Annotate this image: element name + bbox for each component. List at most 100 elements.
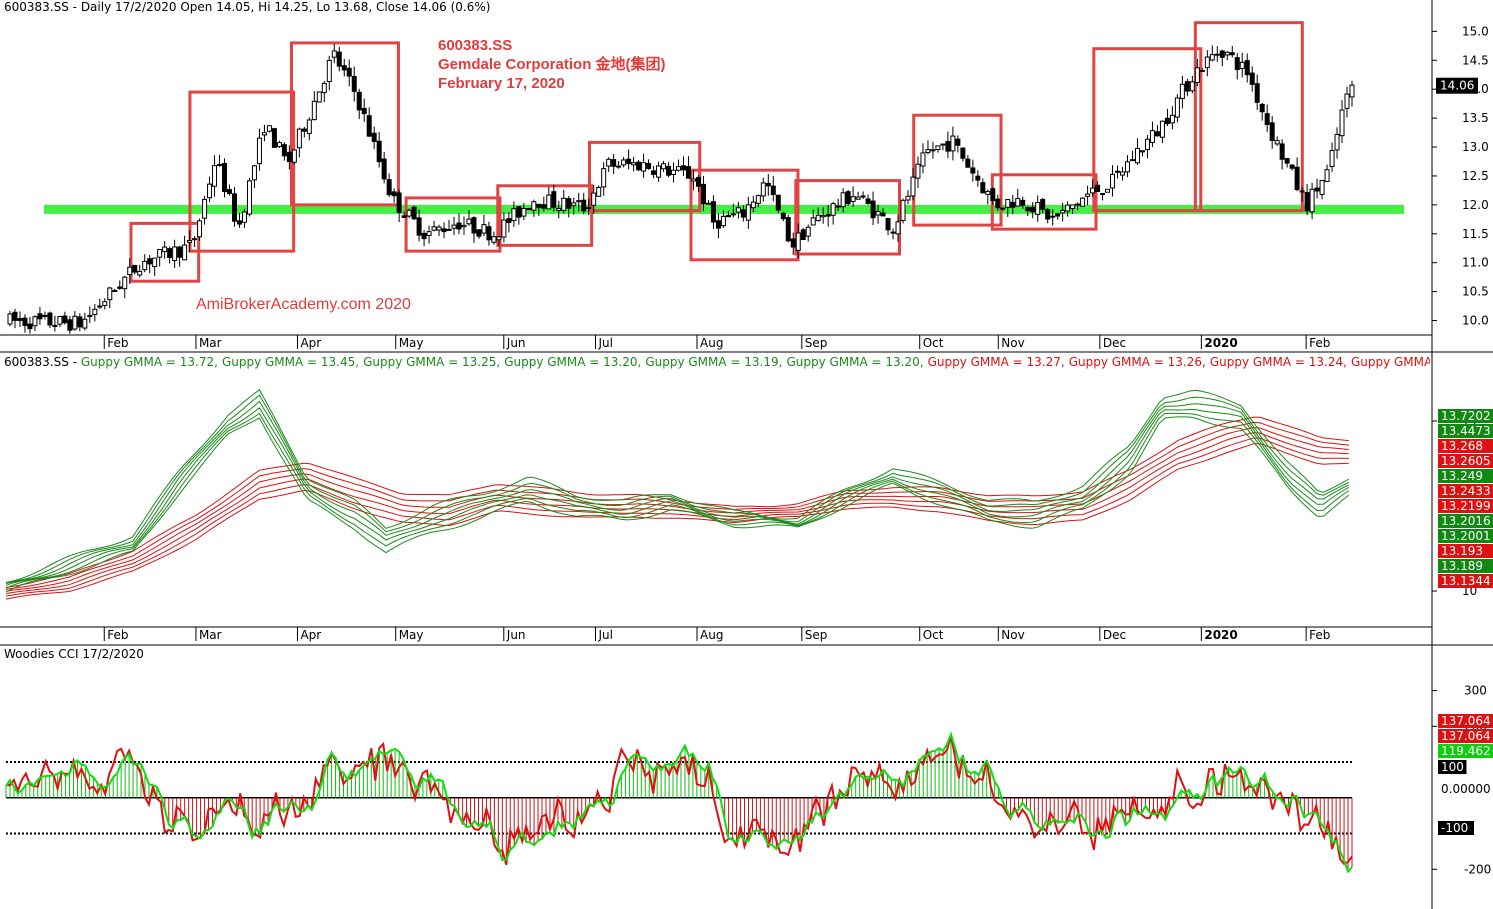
month-label: Sep [805, 336, 828, 350]
candle-body [1125, 161, 1131, 173]
candle-body [940, 143, 946, 146]
candle-body [72, 315, 78, 330]
candle-body [1139, 150, 1145, 153]
candle-body [1085, 193, 1091, 197]
candle-body [1080, 197, 1086, 207]
candle-body [511, 208, 517, 222]
candle-body [780, 212, 786, 220]
candle-body [97, 305, 103, 308]
gmma-value-label: 13.4473 [1441, 424, 1491, 438]
candle-body [1219, 50, 1225, 58]
candle-body [1269, 122, 1275, 141]
candle-body [107, 287, 113, 301]
cci-value-label: 137.064 [1441, 714, 1491, 728]
candle-body [1304, 192, 1310, 212]
candle-body [596, 186, 602, 197]
candle-body [641, 162, 647, 172]
gmma-legend-entry: Guppy GMMA = 13.25, [363, 355, 501, 369]
gmma-value-badge [1438, 469, 1493, 483]
month-label: Jun [506, 336, 526, 350]
month-label: Apr [300, 628, 321, 642]
month-label: Mar [199, 336, 222, 350]
candle-body [805, 226, 811, 237]
candle-body [37, 313, 43, 320]
candle-body [1349, 84, 1355, 98]
candle-body [611, 159, 617, 167]
candle-body [616, 165, 622, 168]
candle-body [281, 144, 287, 157]
candle-body [192, 238, 198, 241]
candle-body [785, 217, 791, 242]
candle-body [710, 201, 716, 223]
candle-body [646, 162, 652, 169]
cci-value-label: 0.00000 [1441, 782, 1491, 796]
candle-body [47, 312, 53, 326]
candle-body [1110, 173, 1116, 189]
candle-body [207, 183, 213, 199]
candle-body [526, 208, 532, 211]
candle-body [296, 128, 302, 149]
gmma-short-line [5, 400, 1350, 584]
candle-body [770, 185, 776, 196]
candle-body [840, 192, 846, 208]
candle-body [970, 167, 976, 174]
annotation-ticker: 600383.SS [438, 37, 513, 54]
candle-body [1129, 159, 1135, 162]
candle-body [271, 128, 277, 148]
candle-body [1159, 120, 1165, 138]
candle-body [835, 205, 841, 208]
candle-body [117, 286, 123, 289]
candle-body [800, 229, 806, 241]
candle-body [1164, 117, 1170, 125]
candle-body [356, 91, 362, 111]
candle-body [1284, 158, 1290, 164]
consolidation-box [689, 168, 800, 262]
gmma-value-label: 13.2016 [1441, 514, 1491, 528]
candle-body [212, 165, 218, 187]
candle-body [42, 314, 48, 317]
candle-body [636, 161, 642, 171]
price-y-tick-label: 14.5 [1462, 53, 1489, 67]
candle-body [626, 158, 632, 165]
candle-body [57, 315, 63, 325]
candle-body [631, 162, 637, 166]
month-label: Dec [1103, 336, 1126, 350]
candle-body [845, 191, 851, 205]
candle-body [950, 135, 956, 152]
candle-body [661, 163, 667, 170]
month-label: Oct [923, 336, 944, 350]
candle-body [147, 258, 153, 265]
cci-value-badge [1438, 821, 1474, 835]
last-price-label: 14.06 [1440, 79, 1474, 93]
candle-body [137, 270, 143, 276]
candle-body [1020, 199, 1026, 206]
gmma-ticker-prefix: 600383.SS - [4, 355, 81, 369]
candle-body [256, 137, 262, 165]
candle-body [1309, 188, 1315, 213]
candle-body [700, 183, 706, 205]
candle-body [1319, 179, 1325, 195]
month-label: Aug [700, 628, 723, 642]
candle-body [127, 266, 133, 276]
candle-body [241, 211, 247, 223]
candle-body [217, 163, 223, 166]
month-label: Dec [1103, 628, 1126, 642]
candle-body [850, 196, 856, 202]
candle-body [501, 219, 507, 238]
candle-body [720, 215, 726, 227]
candle-body [925, 149, 931, 153]
candle-body [187, 240, 193, 243]
candle-body [351, 76, 357, 92]
candle-body [87, 314, 93, 317]
candle-body [1184, 81, 1190, 92]
support-band [44, 204, 1404, 214]
candle-body [606, 158, 612, 167]
cci-value-label: 137.064 [1441, 729, 1491, 743]
candle-body [1274, 140, 1280, 145]
candle-body [371, 132, 377, 142]
candle-body [551, 191, 557, 208]
candle-body [1100, 192, 1106, 195]
candle-body [880, 212, 886, 217]
candle-body [1344, 93, 1350, 109]
